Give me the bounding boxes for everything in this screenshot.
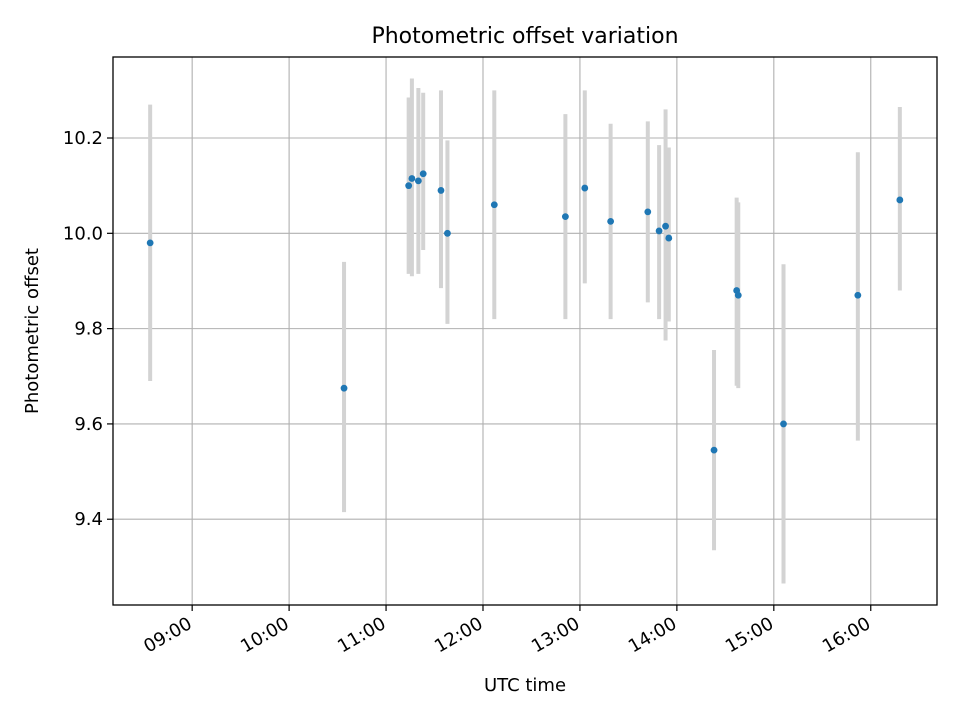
x-axis-label: UTC time [484,675,566,696]
data-point [710,446,718,454]
chart-title: Photometric offset variation [371,24,678,49]
data-point [444,229,451,237]
data-point [607,218,615,225]
data-point [146,239,154,247]
data-point [490,201,498,209]
data-point [734,291,742,299]
data-point [644,208,652,216]
data-point [561,213,569,221]
y-tick-label: 9.4 [74,509,103,530]
y-tick-label: 9.8 [74,319,103,340]
data-point [405,182,413,190]
y-tick-label: 10.2 [63,128,103,149]
data-point [419,170,427,178]
y-axis-ticks: 9.4 9.6 9.8 10.0 10.2 [63,128,113,530]
y-tick-label: 10.0 [63,223,103,244]
grid [113,57,937,605]
y-axis-label: Photometric offset [22,248,43,414]
data-point [414,177,422,185]
data-point [437,187,445,194]
data-points [146,170,904,454]
data-point [408,175,416,182]
data-point [662,222,669,230]
data-point [655,227,663,235]
data-point [780,420,787,428]
plot-frame [112,56,938,606]
data-point [665,234,673,242]
data-point [340,384,348,392]
y-tick-label: 9.6 [74,414,103,435]
data-point [854,291,862,299]
data-point [896,196,904,204]
data-point [581,184,589,192]
